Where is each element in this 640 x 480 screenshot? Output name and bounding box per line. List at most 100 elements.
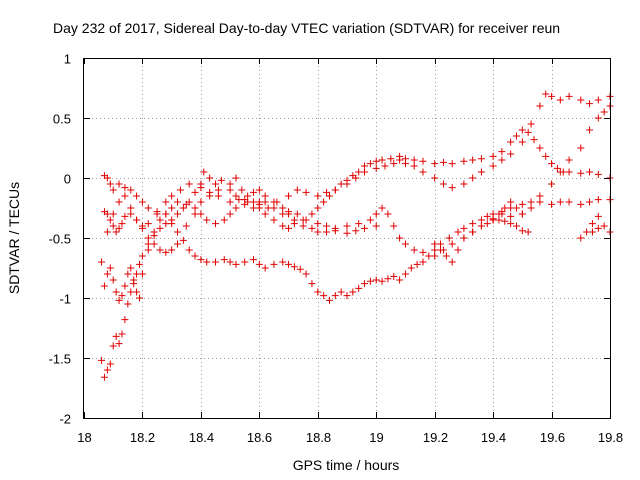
- data-point: [232, 260, 240, 268]
- data-point: [197, 256, 205, 264]
- data-point: [437, 240, 445, 248]
- data-point: [191, 252, 199, 260]
- data-point: [270, 216, 278, 224]
- data-point: [279, 258, 287, 266]
- data-point: [232, 174, 240, 182]
- data-point: [325, 296, 333, 304]
- data-point: [372, 164, 380, 172]
- y-axis-label: SDTVAR / TECUs: [6, 182, 22, 294]
- data-point: [174, 210, 182, 218]
- data-point: [314, 192, 322, 200]
- data-point: [115, 180, 123, 188]
- data-point: [507, 138, 515, 146]
- data-point: [106, 216, 114, 224]
- data-point: [577, 96, 585, 104]
- data-point: [226, 180, 234, 188]
- data-point: [226, 258, 234, 266]
- data-point: [390, 272, 398, 280]
- data-point: [372, 157, 380, 165]
- data-point: [337, 180, 345, 188]
- data-point: [586, 168, 594, 176]
- data-point: [448, 184, 456, 192]
- data-point: [498, 148, 506, 156]
- x-tick-label: 18.8: [306, 430, 331, 445]
- data-point: [530, 136, 538, 144]
- data-point: [469, 174, 477, 182]
- data-point: [366, 277, 374, 285]
- data-point: [454, 228, 462, 236]
- data-point: [331, 292, 339, 300]
- data-point: [138, 270, 146, 278]
- data-point: [144, 240, 152, 248]
- data-point: [431, 246, 439, 254]
- data-point: [512, 132, 520, 140]
- data-point: [548, 200, 556, 208]
- data-point: [419, 168, 427, 176]
- x-tick-label: 18: [77, 430, 91, 445]
- data-point: [144, 220, 152, 228]
- data-point: [293, 210, 301, 218]
- data-point: [106, 180, 114, 188]
- data-point: [507, 198, 515, 206]
- data-point: [220, 216, 228, 224]
- data-point: [156, 246, 164, 254]
- data-point: [115, 296, 123, 304]
- data-point: [401, 270, 409, 278]
- data-point: [565, 92, 573, 100]
- data-point: [106, 360, 114, 368]
- data-point: [565, 198, 573, 206]
- data-point: [115, 340, 123, 348]
- data-point: [396, 156, 404, 164]
- data-point: [153, 210, 161, 218]
- data-point: [548, 92, 556, 100]
- data-point: [127, 204, 135, 212]
- data-point: [308, 210, 316, 218]
- data-point: [138, 252, 146, 260]
- series-track-5: [98, 102, 614, 304]
- data-point: [203, 216, 211, 224]
- data-point: [594, 96, 602, 104]
- data-point: [144, 234, 152, 242]
- data-point: [191, 188, 199, 196]
- data-point: [285, 260, 293, 268]
- data-point: [372, 276, 380, 284]
- data-point: [127, 264, 135, 272]
- data-point: [594, 196, 602, 204]
- data-point: [507, 220, 515, 228]
- x-tick-label: 18.2: [130, 430, 155, 445]
- data-point: [527, 204, 535, 212]
- data-point: [174, 228, 182, 236]
- data-point: [285, 224, 293, 232]
- data-point: [495, 216, 503, 224]
- data-point: [349, 288, 357, 296]
- data-point: [214, 192, 222, 200]
- data-point: [524, 128, 532, 136]
- data-point: [130, 276, 138, 284]
- data-point: [378, 156, 386, 164]
- data-point: [185, 246, 193, 254]
- data-point: [390, 160, 398, 168]
- data-point: [445, 234, 453, 242]
- data-point: [483, 212, 491, 220]
- data-point: [279, 210, 287, 218]
- data-point: [112, 288, 120, 296]
- data-point: [179, 204, 187, 212]
- data-point: [507, 212, 515, 220]
- data-point: [594, 114, 602, 122]
- data-point: [518, 126, 526, 134]
- data-point: [144, 204, 152, 212]
- data-point: [103, 366, 111, 374]
- data-point: [226, 198, 234, 206]
- data-point: [100, 282, 108, 290]
- y-tick-label: -1: [59, 292, 71, 307]
- data-point: [366, 216, 374, 224]
- data-point: [577, 200, 585, 208]
- data-point: [206, 174, 214, 182]
- data-point: [302, 270, 310, 278]
- data-point: [314, 228, 322, 236]
- data-point: [553, 164, 561, 172]
- data-point: [439, 180, 447, 188]
- data-point: [431, 174, 439, 182]
- data-point: [501, 217, 509, 225]
- data-point: [127, 186, 135, 194]
